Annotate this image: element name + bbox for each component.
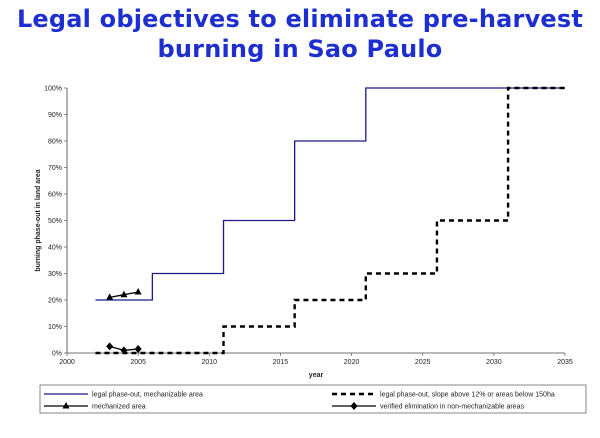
legend-label-4: verified elimination in non-mechanizable… (380, 404, 524, 411)
series-group (95, 86, 565, 355)
y-tick-label: 40% (48, 245, 62, 252)
x-tick-label: 2020 (344, 359, 360, 366)
series-line-1 (95, 87, 565, 301)
legend-label-2: legal phase-out, slope above 12% or area… (380, 392, 555, 399)
y-tick-label: 60% (48, 192, 62, 199)
y-axis-ticks: 0% 10% 20% 30% 40% 50% 60% 70% 80% 90% 100% (44, 86, 67, 358)
series-line-2 (95, 86, 565, 355)
series-3-marker (134, 288, 142, 295)
legend-label-3: mechanized area (92, 404, 146, 411)
series-4-marker (120, 346, 128, 355)
legend-item-3: mechanized area (44, 402, 146, 411)
x-tick-label: 2030 (486, 359, 502, 366)
x-tick-label: 2000 (59, 359, 75, 366)
legend-item-1: legal phase-out, mechanizable area (44, 392, 203, 399)
y-tick-label: 70% (48, 165, 62, 172)
y-tick-label: 100% (44, 86, 62, 93)
legend-item-4: verified elimination in non-mechanizable… (332, 402, 524, 411)
y-tick-label: 50% (48, 218, 62, 225)
legend-marker-4 (350, 402, 358, 410)
series-3-marker (106, 293, 114, 300)
y-tick-label: 10% (48, 324, 62, 331)
series-3-marker (120, 290, 128, 298)
x-tick-label: 2015 (273, 359, 289, 366)
legend-box (39, 384, 587, 414)
x-tick-label: 2005 (130, 359, 146, 366)
legend-label-1: legal phase-out, mechanizable area (92, 392, 203, 399)
x-axis-ticks: 2000 2005 2010 2015 2020 2025 2030 2035 (59, 353, 573, 366)
slide-title: Legal objectives to eliminate pre-harves… (0, 4, 600, 64)
y-axis-label: burning phase-out in land area (35, 169, 42, 271)
slide-title-line1: Legal objectives to eliminate pre-harves… (16, 5, 584, 33)
legend-marker-3 (62, 402, 70, 409)
y-tick-label: 20% (48, 298, 62, 305)
y-tick-label: 80% (48, 139, 62, 146)
x-tick-label: 2035 (557, 359, 573, 366)
series-4-marker (134, 345, 142, 354)
series-4-marker (106, 342, 114, 351)
legend-item-2: legal phase-out, slope above 12% or area… (332, 392, 555, 399)
y-tick-label: 30% (48, 271, 62, 278)
y-tick-label: 0% (52, 351, 62, 358)
slide-title-line2: burning in Sao Paulo (157, 35, 443, 63)
y-tick-label: 90% (48, 112, 62, 119)
x-tick-label: 2025 (415, 359, 431, 366)
x-axis-label: year (309, 372, 324, 379)
plot-frame (66, 88, 565, 354)
x-tick-label: 2010 (201, 359, 217, 366)
legend: legal phase-out, mechanizable area legal … (39, 384, 587, 414)
